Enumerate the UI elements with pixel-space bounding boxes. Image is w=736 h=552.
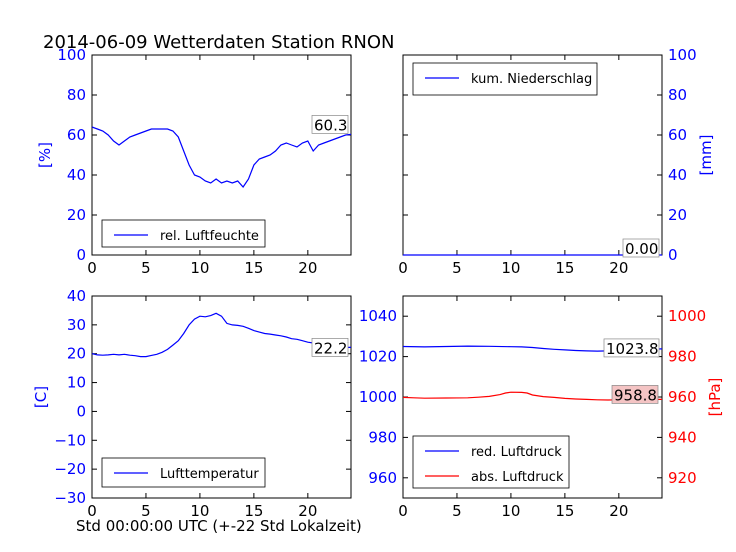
series-line-rel-luftfeuchte xyxy=(91,126,352,188)
value-annotation: 60.3 xyxy=(314,116,347,134)
y-axis-label: [C] xyxy=(32,386,50,408)
x-tick-label: 5 xyxy=(141,259,151,277)
y-tick-label: 1000 xyxy=(668,307,706,325)
y-tick-label: 100 xyxy=(57,46,86,64)
y-tick-label: 940 xyxy=(668,428,697,446)
legend-frame xyxy=(101,219,266,248)
y-axis-label: [hPa] xyxy=(706,378,724,417)
y-tick-label: 40 xyxy=(67,166,86,184)
y-tick-label: 1040 xyxy=(359,307,397,325)
y-tick-label: 80 xyxy=(668,86,687,104)
y-tick-label: 30 xyxy=(67,316,86,334)
plot-frame xyxy=(91,295,352,499)
y-tick-label: 1020 xyxy=(359,348,397,366)
y-tick-label: 960 xyxy=(668,388,697,406)
y-tick-label: 960 xyxy=(368,469,397,487)
y-tick-label: 10 xyxy=(67,374,86,392)
value-annotation: 22.2 xyxy=(314,339,347,357)
value-annotation-box xyxy=(311,338,349,357)
chart-title: 2014-06-09 Wetterdaten Station RNON xyxy=(43,32,394,53)
x-tick-label: 0 xyxy=(87,259,97,277)
legend-entry: abs. Luftdruck xyxy=(471,470,564,485)
plot-frame xyxy=(91,54,352,256)
x-tick-label: 15 xyxy=(555,259,574,277)
y-tick-label: 40 xyxy=(668,166,687,184)
panel-precipitation: 0 5 10 15 20 0 20 40 60 80 100 [mm] kum. Niederschla… xyxy=(398,46,715,277)
x-tick-label: 5 xyxy=(452,259,462,277)
series-line-lufttemperatur xyxy=(91,312,351,358)
x-tick-label: 0 xyxy=(398,502,408,520)
legend-entry: Lufttemperatur xyxy=(160,467,259,482)
y-tick-label: 0 xyxy=(76,402,86,420)
y-tick-label: −10 xyxy=(54,431,86,449)
legend-frame xyxy=(412,62,598,96)
y-tick-label: 40 xyxy=(67,287,86,305)
y-tick-label: 20 xyxy=(668,206,687,224)
x-tick-label: 15 xyxy=(244,502,263,520)
y-tick-label: −20 xyxy=(54,460,86,478)
legend-entry: kum. Niederschlag xyxy=(471,72,592,87)
y-axis-label: [%] xyxy=(36,142,54,168)
value-annotation-box xyxy=(311,115,349,134)
x-tick-label: 0 xyxy=(87,502,97,520)
legend-entry: red. Luftdruck xyxy=(471,445,562,460)
legend-frame xyxy=(412,435,570,489)
x-tick-label: 5 xyxy=(141,502,151,520)
y-tick-label: 0 xyxy=(668,246,678,264)
y-tick-label: 100 xyxy=(668,46,697,64)
x-tick-label: 10 xyxy=(190,502,209,520)
y-tick-label: 60 xyxy=(67,126,86,144)
y-tick-label: 980 xyxy=(668,348,697,366)
y-axis-label: [mm] xyxy=(697,135,715,176)
x-tick-label: 15 xyxy=(244,259,263,277)
y-tick-label: −30 xyxy=(54,489,86,507)
y-tick-label: 920 xyxy=(668,469,697,487)
x-tick-label: 20 xyxy=(298,502,317,520)
y-tick-label: 80 xyxy=(67,86,86,104)
y-tick-label: 980 xyxy=(368,428,397,446)
x-tick-label: 20 xyxy=(298,259,317,277)
x-tick-label: 10 xyxy=(501,259,520,277)
y-tick-label: 0 xyxy=(76,246,86,264)
x-tick-label: 0 xyxy=(398,259,408,277)
y-tick-label: 1000 xyxy=(359,388,397,406)
panel-temperature: 0 5 10 15 20 −30 −20 −10 0 10 20 30 40 [C] Lufttempera… xyxy=(32,287,352,520)
x-tick-label: 15 xyxy=(555,502,574,520)
x-tick-label: 10 xyxy=(501,502,520,520)
value-annotation: 0.00 xyxy=(625,240,658,258)
x-tick-label: 20 xyxy=(609,259,628,277)
y-tick-label: 20 xyxy=(67,206,86,224)
panel-humidity: 0 5 10 15 20 0 20 40 60 80 100 [%] rel. Luftfeuchte 6… xyxy=(36,46,352,277)
value-annotation: 1023.8 xyxy=(606,340,659,358)
value-annotation: 958.8 xyxy=(614,386,657,404)
value-annotation-box xyxy=(622,238,660,258)
y-tick-label: 20 xyxy=(67,345,86,363)
x-tick-label: 20 xyxy=(609,502,628,520)
legend-entry: rel. Luftfeuchte xyxy=(160,229,259,244)
value-annotation-box xyxy=(603,338,660,358)
panel-pressure: 0 5 10 15 20 960 980 1000 1020 1040 920 940 960 980 10… xyxy=(359,295,724,520)
value-annotation-box xyxy=(611,385,659,404)
x-axis-label: Std 00:00:00 UTC (+-22 Std Lokalzeit) xyxy=(76,517,362,535)
x-tick-label: 10 xyxy=(190,259,209,277)
y-tick-label: 60 xyxy=(668,126,687,144)
x-tick-label: 5 xyxy=(452,502,462,520)
